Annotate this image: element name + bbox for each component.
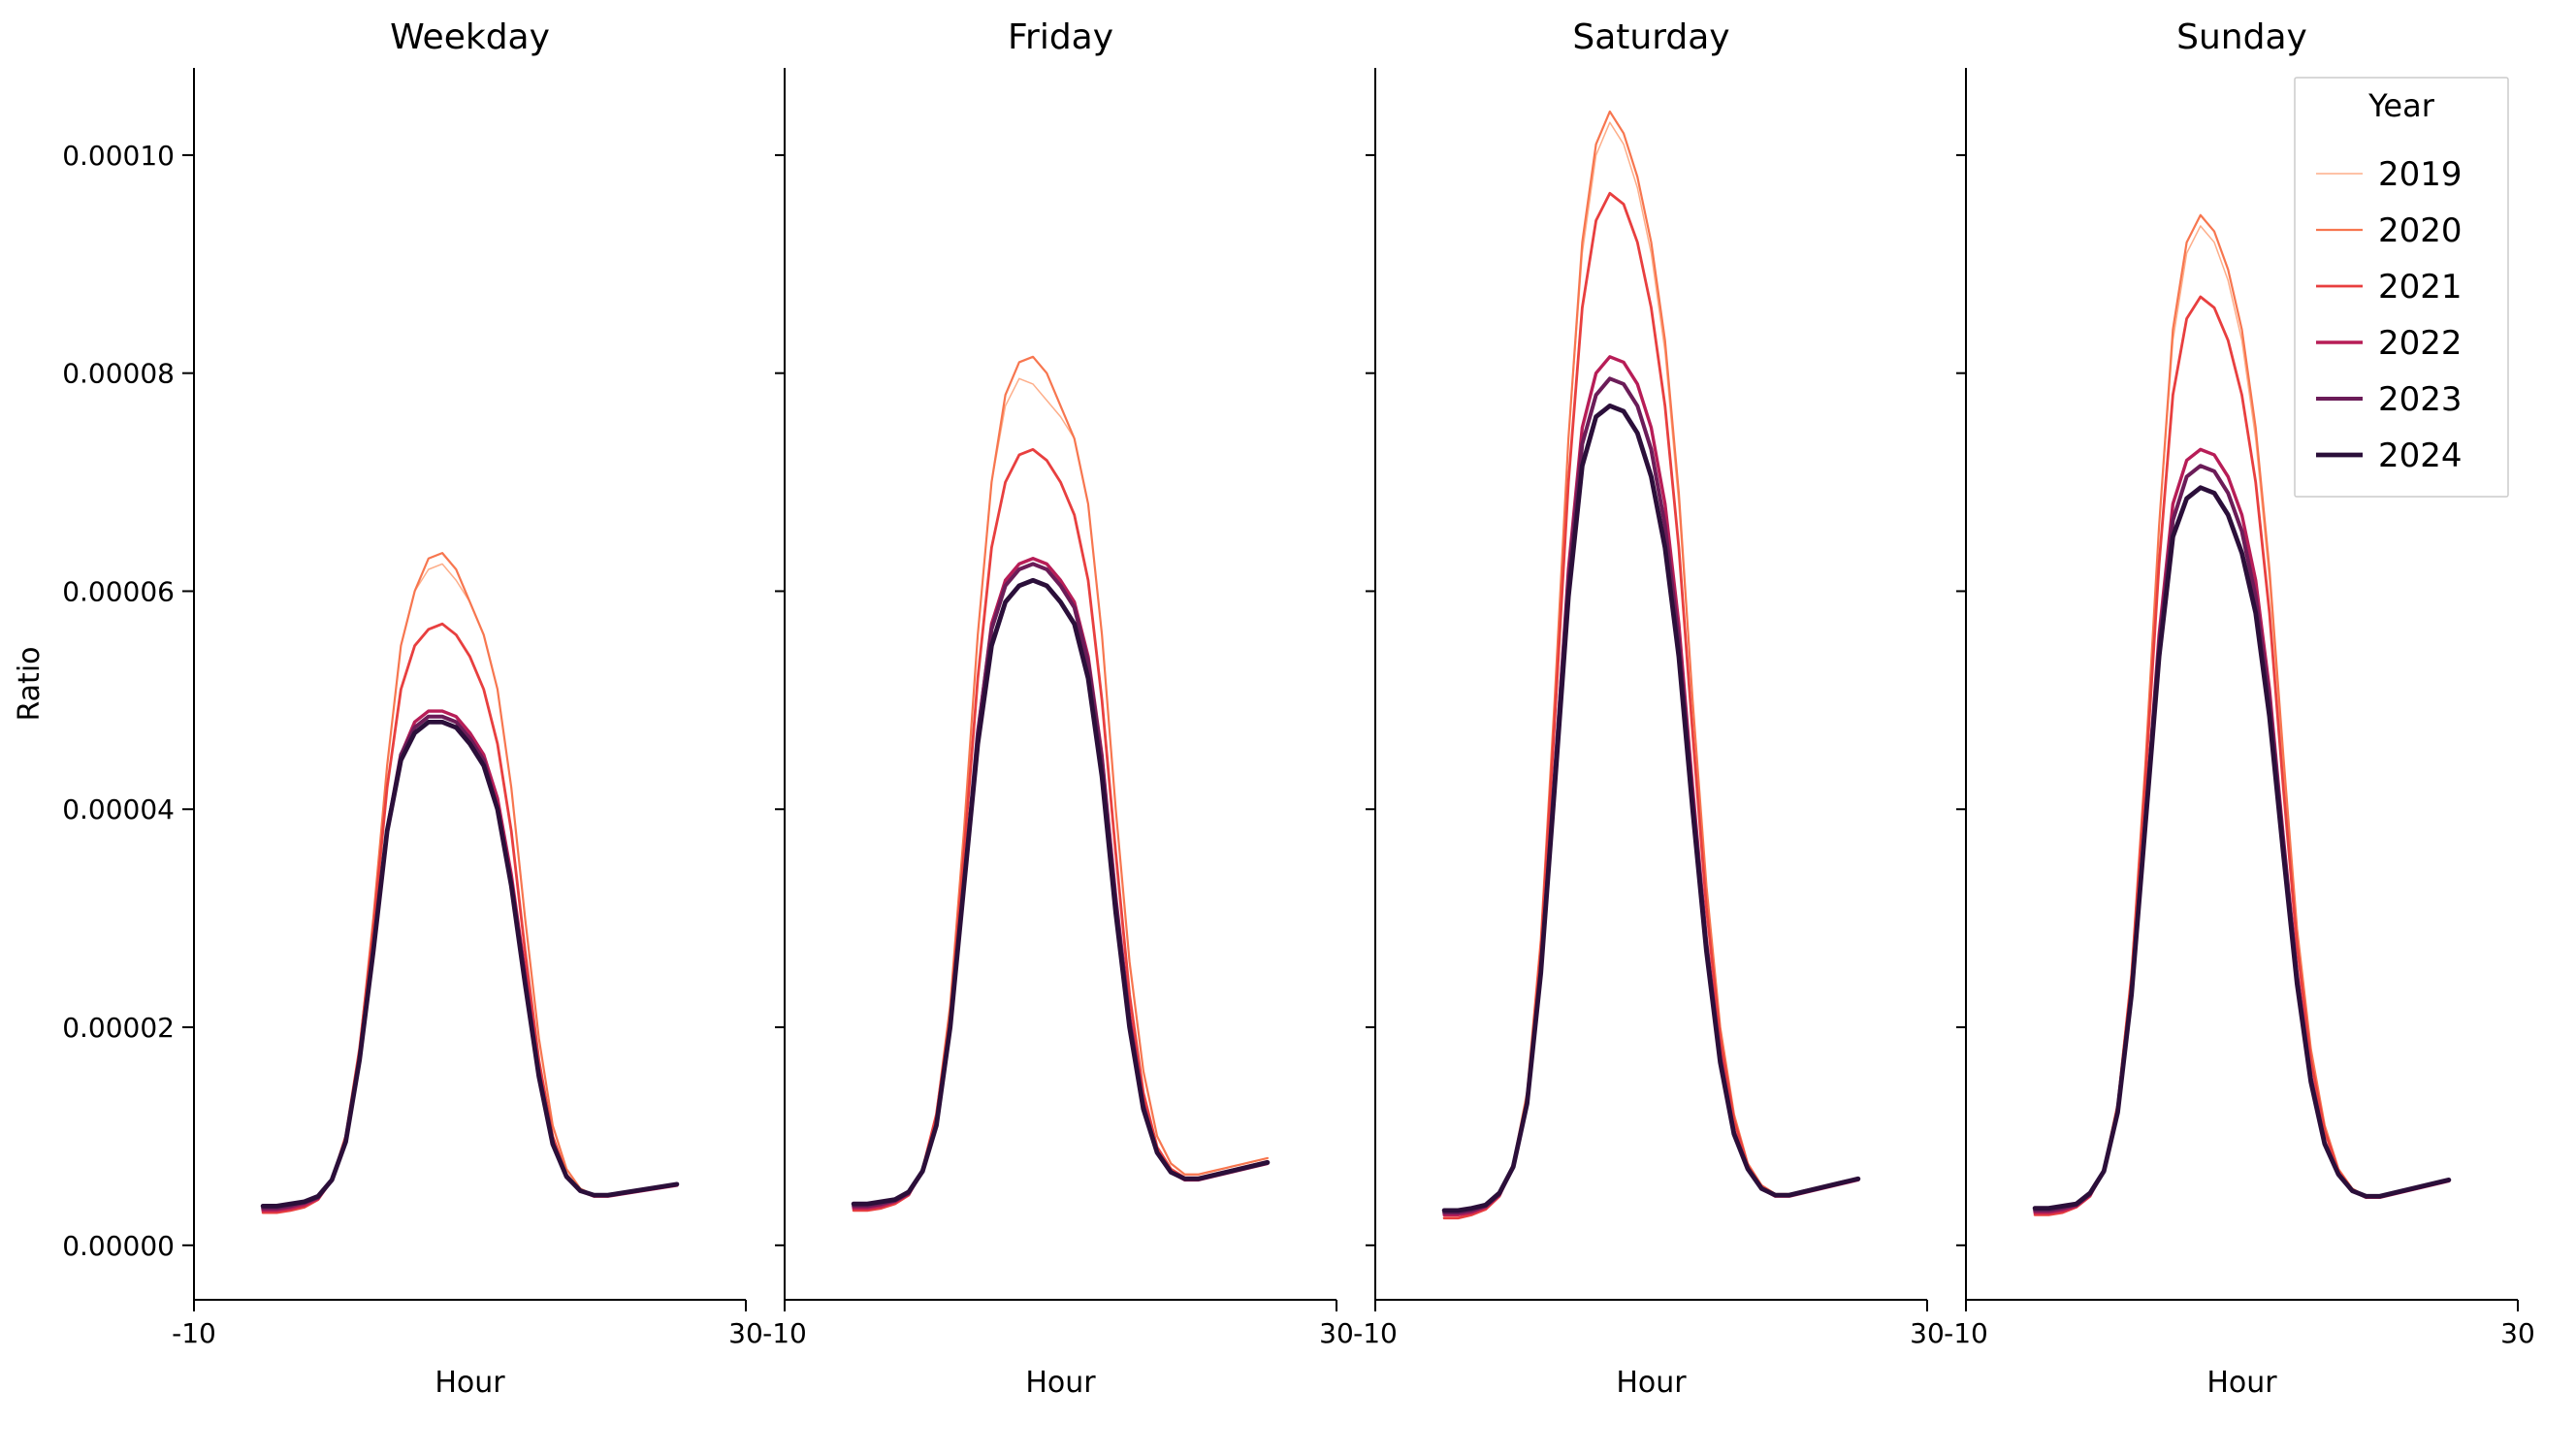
legend-label-2019: 2019 (2378, 155, 2463, 194)
x-axis-label: Hour (435, 1366, 505, 1400)
x-axis-label: Hour (1025, 1366, 1096, 1400)
x-tick-label: -10 (762, 1317, 807, 1349)
y-tick-label: 0.00002 (62, 1012, 175, 1044)
y-axis-label: Ratio (13, 646, 47, 721)
x-tick-label: -10 (1944, 1317, 1988, 1349)
legend-label-2020: 2020 (2378, 211, 2463, 250)
x-tick-label: 30 (2500, 1317, 2535, 1349)
figure-root: 0.00000 0.00002 0.00004 0.00006 0.00008 0.000… (0, 0, 2576, 1455)
figure-svg: 0.00000 0.00002 0.00004 0.00006 0.00008 0.000… (0, 0, 2576, 1455)
y-tick-label: 0.00010 (62, 140, 175, 172)
y-tick-label: 0.00000 (62, 1230, 175, 1262)
legend: Year 2019 2020 2021 2022 2023 2024 (2295, 78, 2508, 497)
x-axis-label: Hour (1616, 1366, 1687, 1400)
panel-title: Saturday (1572, 17, 1729, 57)
x-tick-label: 30 (1910, 1317, 1945, 1349)
y-tick-label: 0.00008 (62, 358, 175, 390)
legend-label-2024: 2024 (2378, 436, 2463, 475)
legend-label-2022: 2022 (2378, 324, 2463, 363)
y-tick-label: 0.00004 (62, 793, 175, 825)
panel-title: Weekday (390, 17, 550, 57)
x-axis-label: Hour (2206, 1366, 2277, 1400)
x-tick-label: 30 (728, 1317, 763, 1349)
x-tick-label: 30 (1319, 1317, 1354, 1349)
x-tick-label: -10 (1353, 1317, 1398, 1349)
panel-title: Friday (1008, 17, 1113, 57)
panel-title: Sunday (2176, 17, 2307, 57)
legend-title: Year (2367, 87, 2435, 124)
x-tick-label: -10 (172, 1317, 216, 1349)
legend-label-2023: 2023 (2378, 380, 2463, 419)
legend-label-2021: 2021 (2378, 268, 2463, 307)
y-tick-label: 0.00006 (62, 575, 175, 607)
